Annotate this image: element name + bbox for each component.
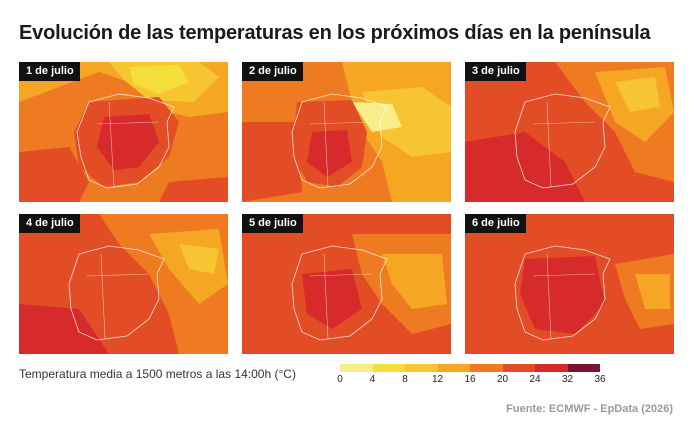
map-date-label: 1 de julio bbox=[19, 62, 80, 81]
temperature-map-6 bbox=[465, 214, 674, 354]
map-date-label: 4 de julio bbox=[19, 214, 80, 233]
temperature-map-4 bbox=[19, 214, 228, 354]
map-day-6: 6 de julio bbox=[465, 214, 674, 354]
legend-swatch bbox=[535, 364, 568, 372]
chart-title: Evolución de las temperaturas en los pró… bbox=[19, 22, 651, 44]
legend-tick-label: 20 bbox=[496, 374, 509, 385]
legend-tick-label: 36 bbox=[594, 374, 606, 385]
temperature-map-5 bbox=[242, 214, 451, 354]
map-day-2: 2 de julio bbox=[242, 62, 451, 202]
source-credit: Fuente: ECMWF - EpData (2026) bbox=[506, 403, 673, 415]
legend-tick-label: 8 bbox=[402, 374, 408, 385]
map-day-3: 3 de julio bbox=[465, 62, 674, 202]
legend-caption: Temperatura media a 1500 metros a las 14… bbox=[19, 367, 296, 381]
legend-swatch bbox=[340, 364, 373, 372]
legend-tick-label: 32 bbox=[561, 374, 574, 385]
legend-tick-label: 0 bbox=[337, 374, 343, 385]
legend-swatch bbox=[372, 364, 405, 372]
temperature-map-3 bbox=[465, 62, 674, 202]
map-date-label: 2 de julio bbox=[242, 62, 303, 81]
legend-swatch bbox=[470, 364, 503, 372]
legend-tick-label: 16 bbox=[464, 374, 476, 385]
map-date-label: 6 de julio bbox=[465, 214, 526, 233]
legend-tick-label: 24 bbox=[529, 374, 541, 385]
legend-tick-label: 4 bbox=[369, 374, 376, 385]
map-day-4: 4 de julio bbox=[19, 214, 228, 354]
color-legend: 0 4 8 12 16 20 24 32 36 bbox=[337, 364, 606, 390]
map-grid: 1 de julio 2 de julio 3 de julio bbox=[19, 62, 675, 354]
map-date-label: 5 de julio bbox=[242, 214, 303, 233]
temperature-map-1 bbox=[19, 62, 228, 202]
map-date-label: 3 de julio bbox=[465, 62, 526, 81]
map-day-1: 1 de julio bbox=[19, 62, 228, 202]
legend-swatch bbox=[502, 364, 535, 372]
temperature-map-2 bbox=[242, 62, 451, 202]
legend-swatch bbox=[567, 364, 600, 372]
legend-swatch bbox=[405, 364, 438, 372]
legend-swatch bbox=[437, 364, 470, 372]
map-day-5: 5 de julio bbox=[242, 214, 451, 354]
legend-tick-label: 12 bbox=[431, 374, 444, 385]
